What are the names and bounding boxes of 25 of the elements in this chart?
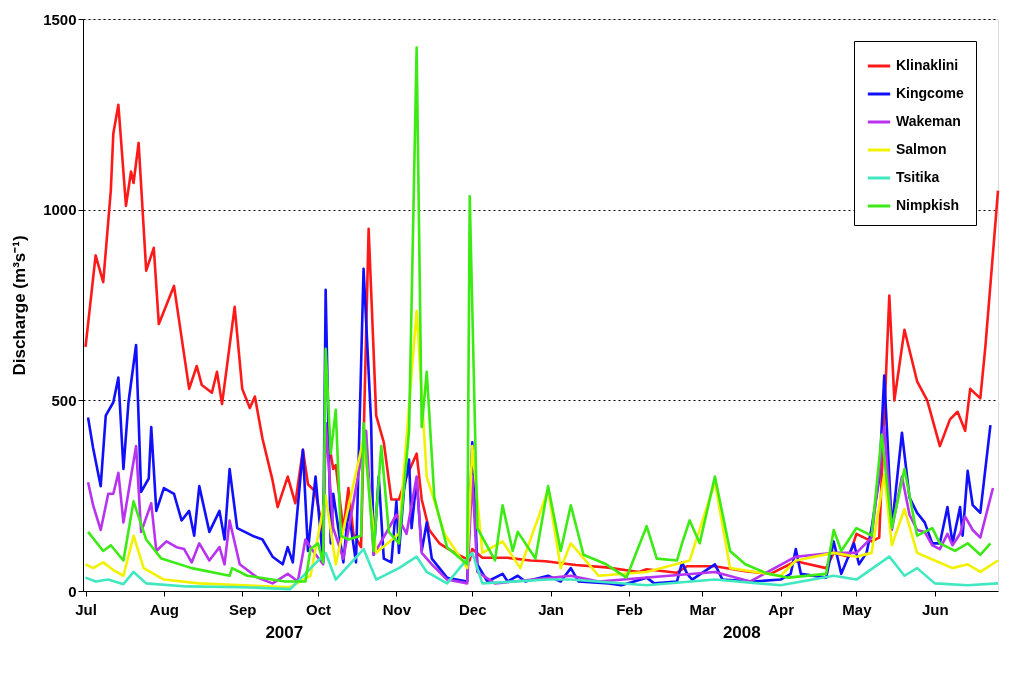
legend-label: Klinaklini [896,57,959,73]
x-tick-label: May [842,600,873,618]
legend-label: Salmon [896,141,947,157]
x-tick-label: Jun [921,600,949,618]
x-tick-label: Sep [228,600,257,618]
x-tick-label: Oct [306,600,332,618]
x-tick-label: Aug [149,600,179,618]
x-tick-label: Mar [689,600,717,618]
text: 2007 [265,623,304,642]
x-tick-label: Jan [538,600,565,618]
x-tick-label: Jul [75,600,97,618]
legend-label: Tsitika [896,169,940,185]
text: 2008 [722,623,761,642]
x-tick-label: Nov [382,600,412,618]
x-tick-label: Apr [768,600,795,618]
legend-label: Nimpkish [896,197,960,213]
legend-label: Kingcome [896,85,964,101]
legend-label: Wakeman [896,113,961,129]
y-axis-title: Discharge (m³s⁻¹) [10,235,30,376]
y-tick-label: 1500 [43,10,77,28]
x-tick-label: Feb [616,600,643,618]
x-tick-label: Dec [458,600,487,618]
y-tick-label: 1000 [43,201,77,219]
y-tick-label: 500 [51,391,77,409]
y-tick-label: 0 [68,582,77,600]
